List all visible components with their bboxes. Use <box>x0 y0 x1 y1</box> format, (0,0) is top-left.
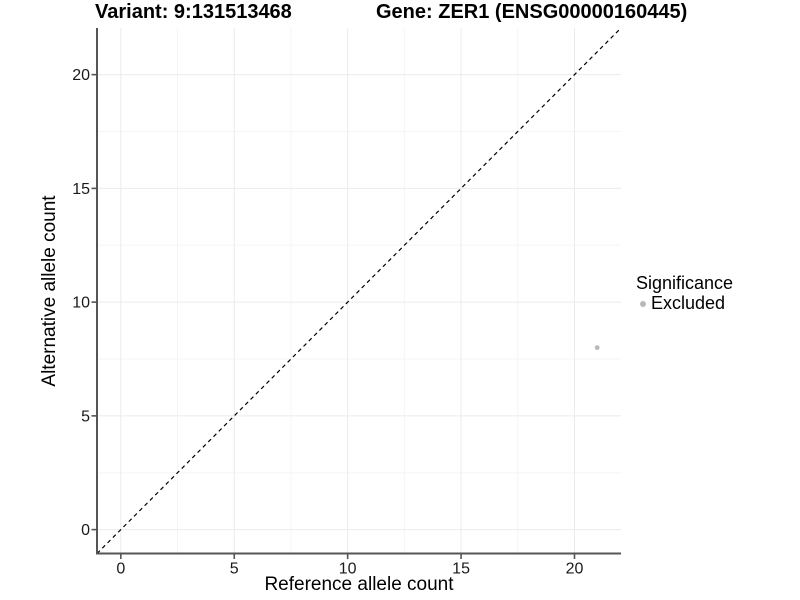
legend-title: Significance <box>636 273 734 293</box>
legend-point-icon <box>640 300 646 307</box>
x-tick-label: 10 <box>339 561 357 578</box>
y-tick-label: 15 <box>72 181 90 198</box>
y-tick-label: 10 <box>72 295 90 312</box>
x-tick-label: 20 <box>566 561 584 578</box>
x-axis-title: Reference allele count <box>264 574 454 595</box>
identity-dashed-line <box>96 27 622 554</box>
y-tick-label: 5 <box>81 408 90 425</box>
legend: Significance Excluded <box>636 273 733 313</box>
title-variant: Variant: 9:131513468 <box>95 1 292 23</box>
x-tick-label: 5 <box>230 561 239 578</box>
y-axis-title: Alternative allele count <box>39 195 60 387</box>
data-point <box>594 345 600 351</box>
x-tick-label: 15 <box>452 561 470 578</box>
y-tick-label: 20 <box>72 67 90 84</box>
x-tick-label: 0 <box>116 561 125 578</box>
legend-item-label: Excluded <box>651 293 726 313</box>
y-tick-label: 0 <box>81 522 90 539</box>
legend-item-excluded: Excluded <box>636 294 733 313</box>
title-gene: Gene: ZER1 (ENSG00000160445) <box>376 1 688 23</box>
